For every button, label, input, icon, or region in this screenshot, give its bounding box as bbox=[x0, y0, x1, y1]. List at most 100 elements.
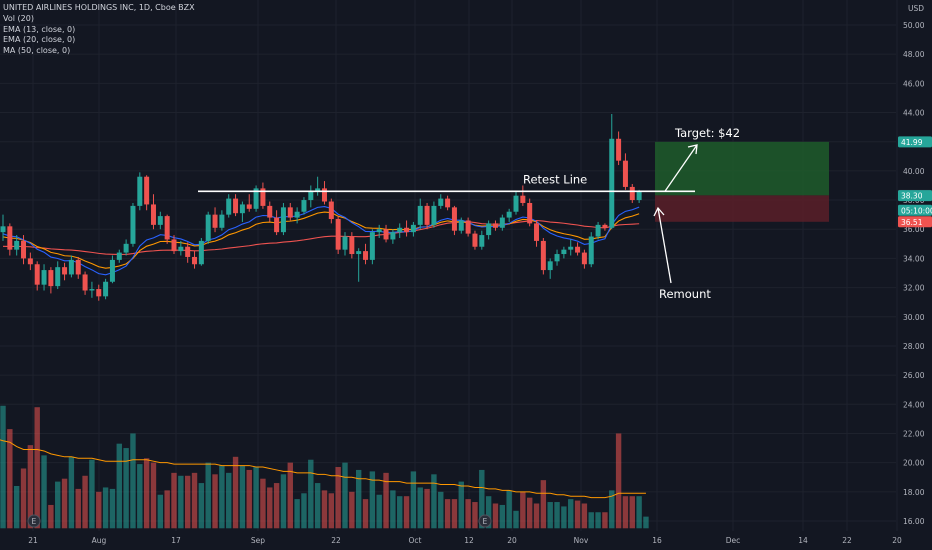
candle-body bbox=[356, 251, 362, 255]
volume-bar bbox=[61, 478, 68, 529]
volume-bar bbox=[328, 493, 335, 529]
candle-body bbox=[48, 270, 54, 287]
x-tick-label: 16 bbox=[652, 536, 662, 545]
x-tick-label: 22 bbox=[842, 536, 852, 545]
volume-bar bbox=[314, 483, 321, 529]
indicator-ma50[interactable]: MA (50, close, 0) bbox=[3, 46, 71, 56]
volume-bar bbox=[465, 499, 471, 529]
candle-body bbox=[27, 258, 33, 265]
time-axis[interactable]: 21 Aug 17 Sep 22 Oct 12 20 Nov 16 Dec 14 22 20 bbox=[28, 536, 902, 545]
candle-body bbox=[417, 205, 423, 225]
candle-body bbox=[7, 226, 13, 250]
candle-body bbox=[267, 205, 273, 218]
y-tick-label: 44.00 bbox=[903, 109, 925, 118]
candle-body bbox=[21, 240, 27, 259]
candle-body bbox=[622, 160, 628, 187]
annotations: Retest Line Target: $42 Remount E E bbox=[27, 126, 740, 528]
volume-bar bbox=[581, 503, 588, 529]
candle-body bbox=[383, 229, 389, 240]
x-tick-label: 22 bbox=[331, 536, 341, 545]
candle-body bbox=[342, 236, 348, 250]
price-badge bbox=[898, 190, 932, 202]
candle-body bbox=[294, 211, 300, 218]
y-tick-label: 40.00 bbox=[903, 167, 925, 176]
y-tick-label: 36.00 bbox=[903, 225, 925, 234]
volume-bar bbox=[609, 490, 615, 529]
volume-bar bbox=[198, 483, 205, 529]
volume-bar bbox=[0, 405, 6, 529]
y-tick-label: 16.00 bbox=[903, 517, 925, 526]
volume-bar bbox=[239, 465, 246, 529]
candle-body bbox=[164, 216, 170, 240]
volume-bar bbox=[191, 472, 198, 529]
candle-body bbox=[328, 201, 334, 220]
volume-bar bbox=[27, 445, 34, 529]
price-badge bbox=[898, 216, 932, 228]
candle-body bbox=[445, 198, 451, 208]
volume-bar bbox=[150, 462, 157, 529]
volume-bar bbox=[568, 499, 574, 529]
volume-bar bbox=[109, 488, 116, 529]
candle-body bbox=[280, 207, 286, 233]
volume-bar bbox=[513, 510, 519, 529]
candle-body bbox=[62, 267, 68, 275]
y-tick-label: 18.00 bbox=[903, 488, 925, 497]
candle-body bbox=[431, 205, 437, 225]
volume-bar bbox=[533, 503, 540, 529]
volume-bar bbox=[232, 456, 239, 529]
y-tick-label: 32.00 bbox=[903, 284, 925, 293]
volume-bar bbox=[55, 481, 61, 529]
indicator-vol[interactable]: Vol (20) bbox=[3, 13, 34, 23]
indicator-ema13[interactable]: EMA (13, close, 0) bbox=[3, 24, 76, 34]
target-label: Target: $42 bbox=[674, 126, 740, 140]
y-tick-label: 34.00 bbox=[903, 254, 925, 263]
currency-label: USD bbox=[908, 4, 924, 13]
volume-bar bbox=[520, 491, 526, 529]
volume-bar bbox=[540, 480, 547, 529]
candle-body bbox=[14, 240, 20, 250]
candle-body bbox=[581, 252, 587, 265]
candle-body bbox=[308, 191, 314, 201]
volume-bar bbox=[349, 491, 355, 529]
volume-bar bbox=[34, 407, 40, 529]
candle-body bbox=[629, 186, 635, 201]
candle-body bbox=[458, 220, 464, 231]
volume-bar bbox=[82, 475, 88, 529]
volume-bar bbox=[574, 500, 581, 529]
candle-body bbox=[130, 205, 136, 244]
volume-bar bbox=[547, 502, 553, 529]
volume-bar bbox=[390, 490, 396, 529]
candle-body bbox=[479, 235, 485, 247]
candle-body bbox=[369, 232, 375, 260]
candle-body bbox=[198, 240, 204, 265]
y-tick-label: 30.00 bbox=[903, 313, 925, 322]
candle-body bbox=[226, 198, 232, 215]
volume-bar bbox=[451, 499, 458, 529]
candle-body bbox=[150, 204, 156, 225]
remount-arrow-head bbox=[653, 206, 665, 217]
candle-body bbox=[499, 217, 505, 228]
volume-bar bbox=[458, 481, 464, 529]
volume-bar bbox=[68, 456, 75, 529]
candle-body bbox=[438, 198, 444, 206]
price-axis[interactable]: 16.00 18.00 20.00 22.00 24.00 26.00 28.00 30.00… bbox=[903, 21, 925, 526]
candle-body bbox=[171, 239, 177, 252]
indicator-ema20[interactable]: EMA (20, close, 0) bbox=[3, 35, 76, 45]
x-tick-label: 21 bbox=[28, 536, 38, 545]
volume-bar bbox=[431, 474, 437, 529]
candle-body bbox=[492, 223, 498, 228]
y-tick-label: 22.00 bbox=[903, 429, 925, 438]
remount-arrow bbox=[657, 207, 672, 284]
volume-bar bbox=[492, 503, 499, 529]
candle-body bbox=[55, 267, 61, 287]
y-tick-label: 26.00 bbox=[903, 371, 925, 380]
candle-body bbox=[321, 188, 327, 202]
volume-bar bbox=[362, 499, 369, 529]
volume-bar bbox=[130, 433, 136, 529]
volume-bar bbox=[472, 502, 478, 529]
symbol-title[interactable]: UNITED AIRLINES HOLDINGS INC, 1D, Cboe B… bbox=[3, 3, 195, 12]
volume-bar bbox=[397, 496, 403, 529]
candle-body bbox=[205, 214, 211, 241]
